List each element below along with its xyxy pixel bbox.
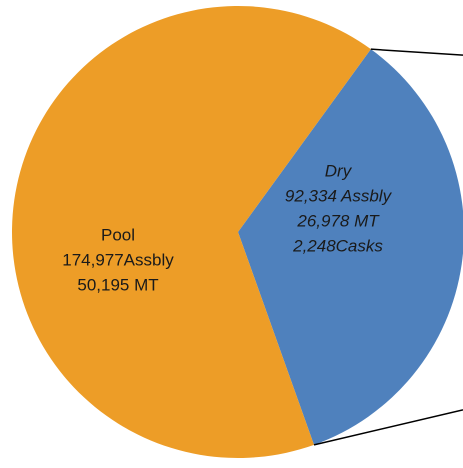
slice-label: Pool — [101, 225, 135, 244]
slice-label: 174,977Assbly — [62, 250, 174, 269]
slice-label: Dry — [325, 161, 353, 180]
slice-label: 2,248Casks — [292, 236, 383, 255]
leader-line — [313, 409, 463, 446]
slice-label: 50,195 MT — [77, 275, 158, 294]
pie-slice — [11, 5, 371, 458]
slice-label: 92,334 Assbly — [285, 186, 393, 205]
slice-label: 26,978 MT — [296, 211, 380, 230]
leader-line — [370, 48, 463, 56]
pie-slice — [238, 49, 463, 445]
